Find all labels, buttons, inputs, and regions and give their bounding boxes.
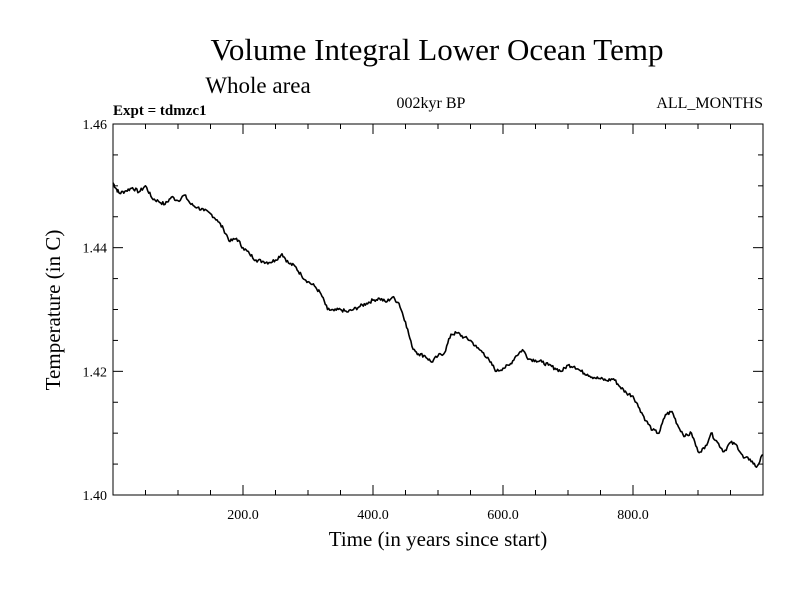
y-tick-label: 1.40 [83,489,108,504]
x-tick-label: 800.0 [617,508,649,523]
axis-tick-labels: 200.0 400.0 600.0 800.0 1.40 1.42 1.44 1.46 [83,118,649,523]
x-tick-label: 600.0 [487,508,519,523]
y-axis-label: Temperature (in C) [41,230,65,391]
x-tick-label: 200.0 [227,508,259,523]
y-tick-label: 1.44 [83,242,108,257]
expt-label: Expt = tdmzc1 [113,103,207,119]
y-tick-label: 1.42 [83,365,108,380]
epoch-label: 002kyr BP [397,95,466,112]
axis-ticks [113,124,763,495]
chart-title: Volume Integral Lower Ocean Temp [211,32,664,67]
x-axis-label: Time (in years since start) [329,527,548,551]
months-label: ALL_MONTHS [656,95,763,112]
plot-frame [112,123,764,496]
chart-subtitle: Whole area [205,73,310,98]
temperature-line [112,182,764,468]
y-tick-label: 1.46 [83,118,108,133]
x-tick-label: 400.0 [357,508,389,523]
